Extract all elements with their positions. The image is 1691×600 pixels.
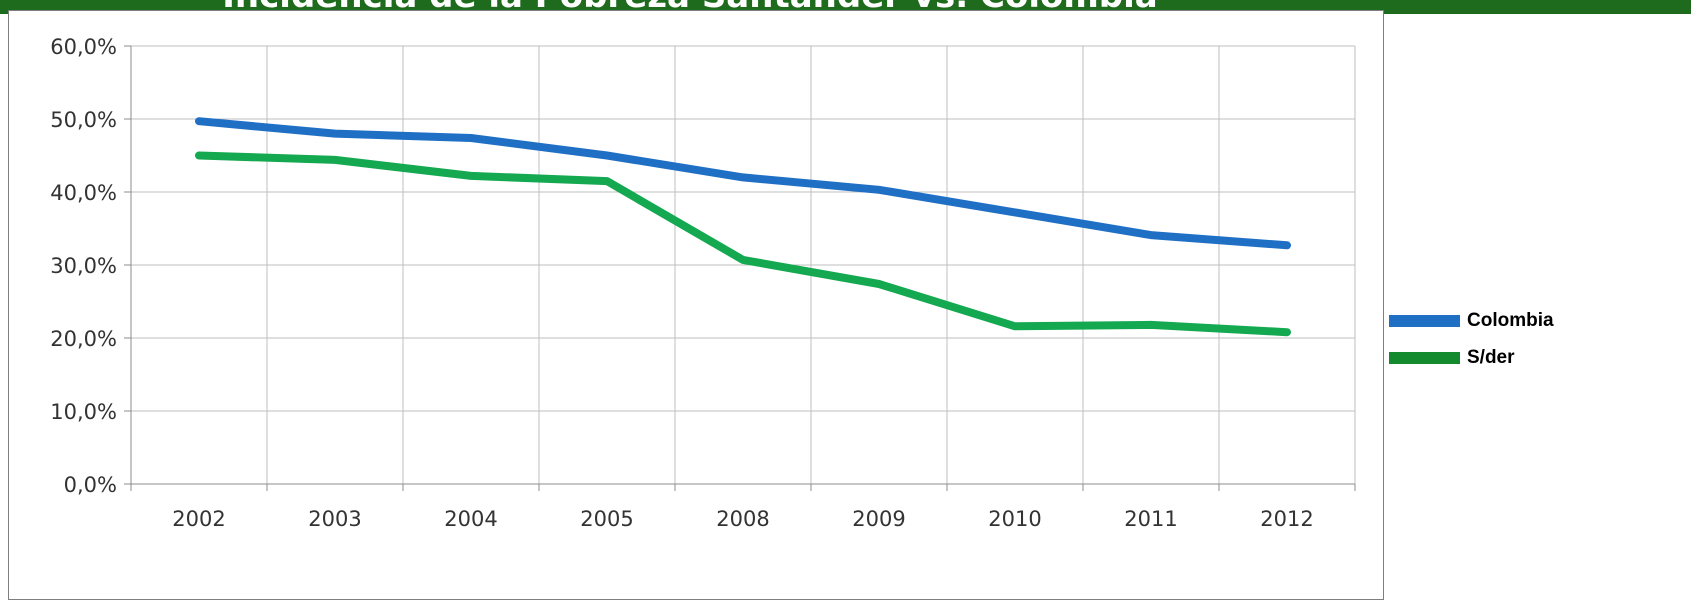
legend-label-colombia: Colombia [1467, 310, 1554, 331]
x-tick-label: 2009 [852, 507, 905, 531]
data-point [470, 137, 472, 139]
y-tick-label: 0,0% [64, 473, 117, 497]
data-point [1286, 331, 1288, 333]
data-point [1014, 325, 1016, 327]
x-tick-label: 2010 [988, 507, 1041, 531]
legend-swatch-sder [1389, 352, 1460, 364]
series-line-colombia [195, 117, 1291, 250]
data-point [606, 155, 608, 157]
line-chart: 0,0% 10,0% 20,0% 30,0% 40,0% 50,0% 60,0% 2002 20… [50, 35, 1356, 531]
x-tick-label: 2008 [716, 507, 769, 531]
data-point [742, 259, 744, 261]
y-tick-label: 40,0% [50, 181, 117, 205]
data-point [470, 175, 472, 177]
x-tick-label: 2012 [1260, 507, 1313, 531]
data-point [1150, 234, 1152, 236]
legend-label-sder: S/der [1467, 347, 1515, 368]
chart-frame: 0,0% 10,0% 20,0% 30,0% 40,0% 50,0% 60,0% 2002 20… [8, 10, 1384, 600]
x-tick-label: 2005 [580, 507, 633, 531]
data-point [1150, 324, 1152, 326]
data-point [1286, 244, 1288, 246]
data-point [742, 176, 744, 178]
y-tick-label: 60,0% [50, 35, 117, 59]
data-point [1014, 211, 1016, 213]
x-tick-label: 2002 [172, 507, 225, 531]
y-tick-label: 50,0% [50, 108, 117, 132]
y-tick-label: 30,0% [50, 254, 117, 278]
x-tick-label: 2004 [444, 507, 497, 531]
data-point [878, 189, 880, 191]
data-point [878, 283, 880, 285]
y-tick-label: 20,0% [50, 327, 117, 351]
data-point [198, 120, 200, 122]
data-point [198, 155, 200, 157]
data-point [334, 133, 336, 135]
y-tick-label: 10,0% [50, 400, 117, 424]
x-tick-label: 2003 [308, 507, 361, 531]
series-line-sder [195, 151, 1291, 337]
legend-swatch-colombia [1389, 315, 1460, 327]
x-tick-label: 2011 [1124, 507, 1177, 531]
data-point [334, 159, 336, 161]
data-point [606, 180, 608, 182]
